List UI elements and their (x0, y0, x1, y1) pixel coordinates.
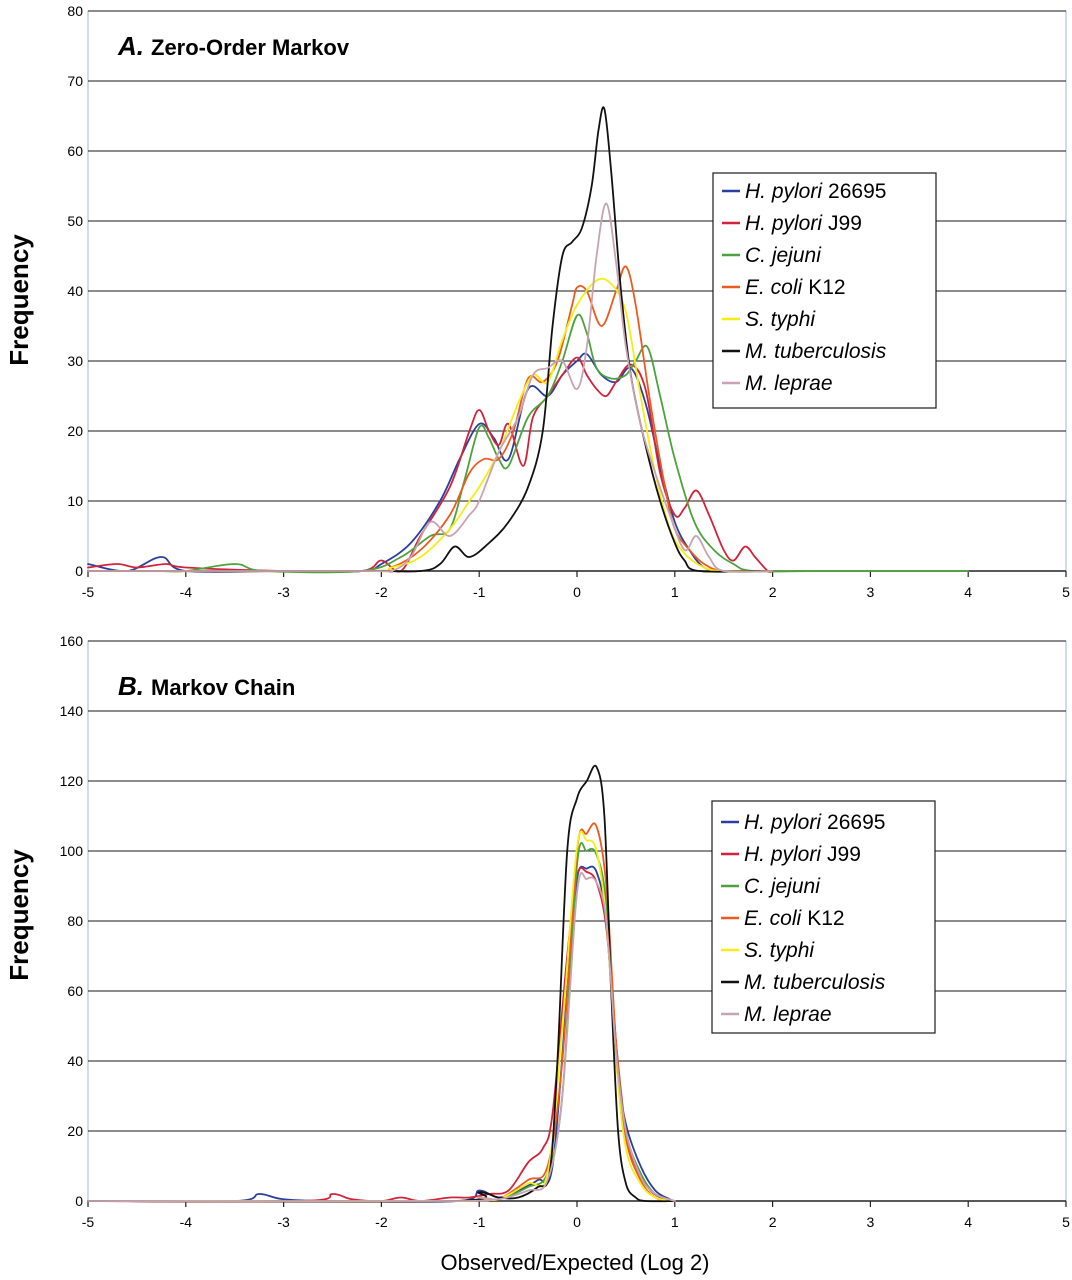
panel-title: A. Zero-Order Markov (117, 31, 350, 61)
y-tick-label: 40 (67, 283, 83, 299)
y-tick-label: 80 (67, 913, 83, 929)
legend-genus: M. leprae (744, 1003, 832, 1026)
x-axis-label: Observed/Expected (Log 2) (440, 1250, 709, 1275)
legend-box (711, 800, 936, 1034)
legend-entry: H. pylori J99 (745, 212, 862, 235)
legend-entry: M. leprae (745, 372, 833, 395)
legend-entry: E. coli K12 (745, 276, 846, 299)
legend-genus: S. typhi (745, 308, 816, 331)
series-line (87, 871, 676, 1203)
x-tick-label: -2 (375, 1214, 388, 1230)
panel-a-chart: 0 10 20 30 40 50 60 70 80 -5 -4 -3 -2 -1 0 1 2 3 4 5 Frequen… (4, 3, 1070, 600)
x-tick-label: -4 (180, 584, 193, 600)
x-tick-label: 4 (964, 1214, 972, 1230)
y-tick-label: 120 (60, 773, 84, 789)
x-tick-label: -4 (180, 1214, 193, 1230)
legend-genus: C. jejuni (745, 244, 822, 267)
x-tick-label: 3 (867, 584, 875, 600)
x-tick-label: -2 (375, 584, 388, 600)
legend-strain: 26695 (827, 811, 885, 834)
series-line (87, 106, 774, 573)
x-tick-label: 2 (769, 1214, 777, 1230)
x-tick-label: -3 (277, 584, 290, 600)
panel-b-chart: 0 20 40 60 80 100 120 140 160 -5 -4 -3 -2 -1 0 1 2 3 4 5 Fre… (4, 633, 1070, 1275)
x-tick-label: 1 (671, 1214, 679, 1230)
legend-genus: M. tuberculosis (744, 971, 886, 994)
y-tick-label: 20 (67, 423, 83, 439)
panel-letter: A. (117, 31, 144, 61)
x-tick-label: -3 (277, 1214, 290, 1230)
legend-genus: E. coli (745, 276, 804, 299)
y-tick-label: 100 (60, 843, 84, 859)
x-tick-label: -5 (82, 584, 95, 600)
y-tick-label: 30 (67, 353, 83, 369)
panel-title-text: Zero-Order Markov (151, 35, 350, 60)
y-tick-label: 20 (67, 1123, 83, 1139)
x-tick-label: 2 (769, 584, 777, 600)
legend-entry: M. leprae (744, 1003, 832, 1026)
series-line (87, 202, 774, 573)
y-tick-label: 160 (60, 633, 84, 649)
legend-strain: K12 (807, 907, 844, 930)
y-tick-label: 0 (75, 563, 83, 579)
y-axis-label: Frequency (4, 234, 34, 366)
x-tick-label: -1 (473, 584, 486, 600)
y-tick-label: 70 (67, 73, 83, 89)
legend-genus: S. typhi (744, 939, 815, 962)
y-tick-label: 140 (60, 703, 84, 719)
legend-entry: E. coli K12 (744, 907, 845, 930)
x-tick-label: 1 (671, 584, 679, 600)
legend-genus: H. pylori (744, 843, 822, 866)
legend-genus: H. pylori (745, 180, 823, 203)
panel-letter: B. (118, 671, 144, 701)
legend-entry: S. typhi (745, 308, 816, 331)
x-tick-label: 4 (964, 584, 972, 600)
legend-entry: C. jejuni (745, 244, 822, 267)
legend-strain: J99 (827, 843, 861, 866)
y-tick-label: 10 (67, 493, 83, 509)
y-axis-label: Frequency (4, 849, 34, 981)
legend-genus: E. coli (744, 907, 803, 930)
x-tick-label: -1 (473, 1214, 486, 1230)
x-tick-label: 5 (1062, 1214, 1070, 1230)
x-tick-label: -5 (82, 1214, 95, 1230)
series-line (87, 764, 676, 1203)
y-tick-label: 80 (67, 3, 83, 19)
legend-entry: C. jejuni (744, 875, 821, 898)
legend-entry: H. pylori 26695 (745, 180, 886, 203)
x-tick-label: 3 (867, 1214, 875, 1230)
legend-genus: H. pylori (744, 811, 822, 834)
legend-genus: M. leprae (745, 372, 833, 395)
y-tick-label: 60 (67, 143, 83, 159)
x-tick-label: 5 (1062, 584, 1070, 600)
panel-title-text: Markov Chain (151, 675, 295, 700)
legend-strain: K12 (808, 276, 845, 299)
y-tick-label: 40 (67, 1053, 83, 1069)
y-tick-label: 0 (75, 1193, 83, 1209)
legend-entry: H. pylori 26695 (744, 811, 885, 834)
x-tick-label: 0 (573, 1214, 581, 1230)
legend-entry: M. tuberculosis (745, 340, 887, 363)
panel-title: B. Markov Chain (118, 671, 295, 701)
legend-genus: H. pylori (745, 212, 823, 235)
legend-genus: C. jejuni (744, 875, 821, 898)
x-tick-label: 0 (573, 584, 581, 600)
legend-strain: 26695 (828, 180, 886, 203)
legend-entry: S. typhi (744, 939, 815, 962)
legend-entry: H. pylori J99 (744, 843, 861, 866)
legend-genus: M. tuberculosis (745, 340, 887, 363)
legend-entry: M. tuberculosis (744, 971, 886, 994)
y-tick-label: 60 (67, 983, 83, 999)
legend-strain: J99 (828, 212, 862, 235)
y-tick-label: 50 (67, 213, 83, 229)
legend-box (712, 172, 937, 409)
